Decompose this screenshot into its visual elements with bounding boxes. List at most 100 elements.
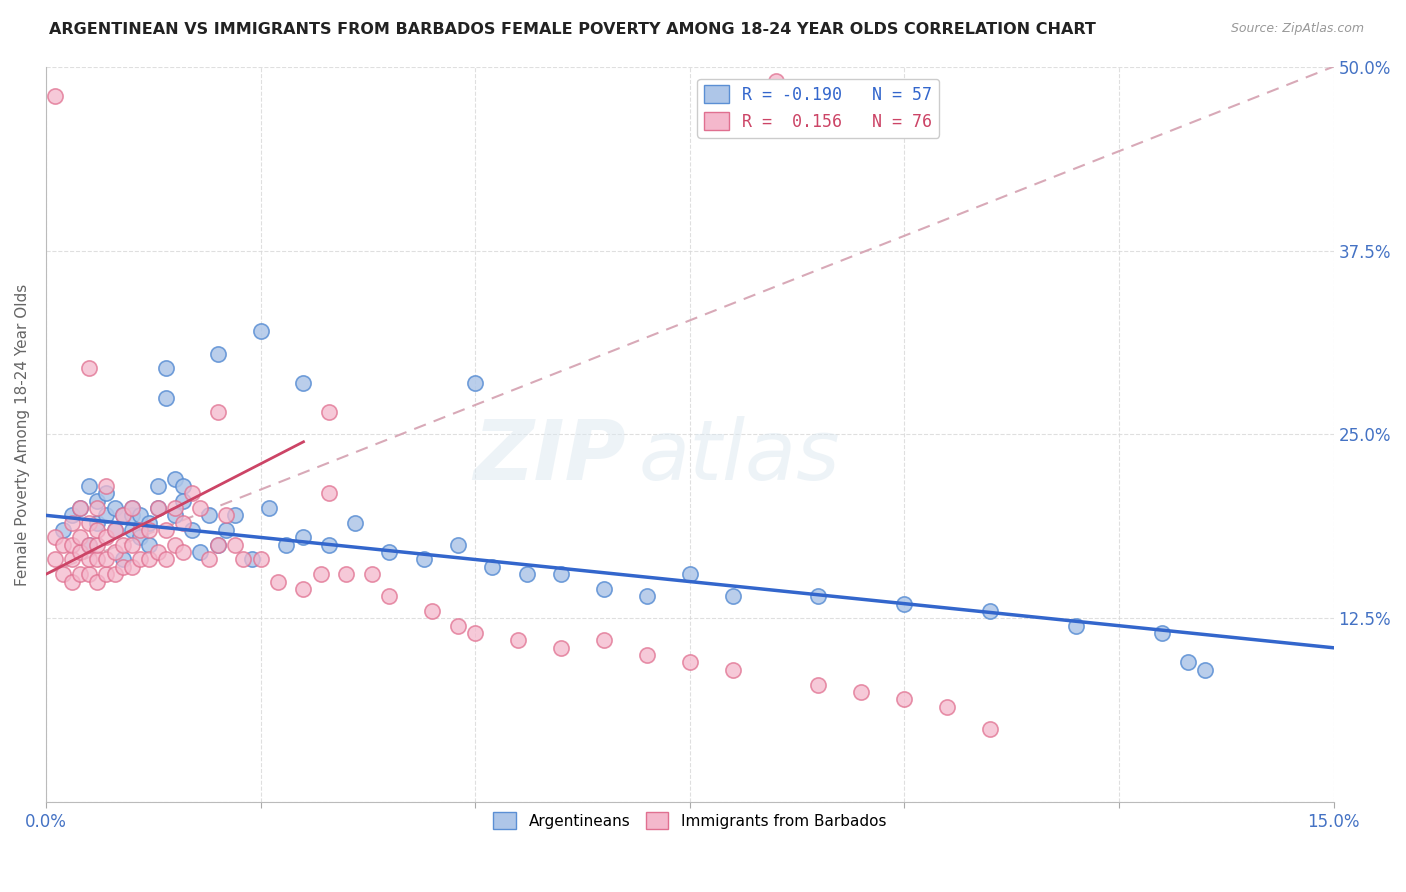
Point (807, 589, 830, 603)
Point (77, 361, 100, 376)
Point (94, 479, 117, 493)
Point (249, 325, 271, 339)
Point (163, 501, 186, 516)
Point (276, 538, 298, 552)
Point (86, 493, 108, 508)
Point (412, 552, 434, 566)
Point (155, 552, 177, 566)
Point (292, 530, 315, 544)
Point (1194, 663, 1216, 677)
Point (86, 523, 108, 537)
Point (893, 597, 915, 611)
Point (593, 633, 616, 648)
Point (207, 405, 229, 419)
Point (146, 479, 169, 493)
Point (112, 508, 135, 523)
Point (447, 538, 470, 552)
Text: ZIP: ZIP (472, 416, 626, 497)
Point (198, 552, 221, 566)
Point (60, 516, 83, 530)
Text: Source: ZipAtlas.com: Source: ZipAtlas.com (1230, 22, 1364, 36)
Point (77, 538, 100, 552)
Point (765, 74, 787, 88)
Point (60, 552, 83, 566)
Point (104, 501, 127, 516)
Point (77, 552, 100, 566)
Text: ARGENTINEAN VS IMMIGRANTS FROM BARBADOS FEMALE POVERTY AMONG 18-24 YEAR OLDS COR: ARGENTINEAN VS IMMIGRANTS FROM BARBADOS … (49, 22, 1097, 37)
Point (138, 538, 160, 552)
Point (60, 538, 83, 552)
Point (77, 479, 100, 493)
Legend: Argentineans, Immigrants from Barbados: Argentineans, Immigrants from Barbados (488, 806, 893, 835)
Point (318, 538, 340, 552)
Point (224, 538, 246, 552)
Point (146, 501, 169, 516)
Point (77, 516, 100, 530)
Point (121, 559, 143, 574)
Point (121, 538, 143, 552)
Point (215, 508, 238, 523)
Point (172, 516, 194, 530)
Point (112, 508, 135, 523)
Point (267, 574, 290, 589)
Point (129, 552, 152, 566)
Point (86, 501, 108, 516)
Point (155, 361, 177, 376)
Point (481, 559, 503, 574)
Point (121, 501, 143, 516)
Point (44, 89, 66, 103)
Point (1064, 618, 1087, 632)
Point (172, 479, 194, 493)
Point (138, 516, 160, 530)
Point (86, 574, 108, 589)
Point (807, 677, 830, 691)
Point (180, 486, 202, 500)
Point (69, 545, 91, 559)
Point (851, 685, 873, 699)
Point (69, 501, 91, 516)
Point (335, 567, 357, 582)
Point (721, 663, 744, 677)
Text: atlas: atlas (638, 416, 839, 497)
Point (550, 567, 572, 582)
Point (104, 523, 127, 537)
Point (44, 552, 66, 566)
Point (163, 472, 186, 486)
Point (69, 530, 91, 544)
Point (1150, 626, 1173, 640)
Point (112, 538, 135, 552)
Point (112, 552, 135, 566)
Point (420, 604, 443, 618)
Point (506, 633, 529, 648)
Point (146, 545, 169, 559)
Point (249, 552, 271, 566)
Point (979, 604, 1001, 618)
Point (121, 523, 143, 537)
Point (86, 516, 108, 530)
Point (207, 538, 229, 552)
Point (44, 530, 66, 544)
Point (94, 567, 117, 582)
Point (318, 486, 340, 500)
Point (129, 523, 152, 537)
Point (893, 692, 915, 706)
Point (52, 538, 75, 552)
Point (292, 376, 315, 390)
Point (180, 523, 202, 537)
Point (224, 508, 246, 523)
Point (292, 582, 315, 596)
Point (172, 493, 194, 508)
Point (240, 552, 263, 566)
Point (447, 618, 470, 632)
Point (361, 567, 384, 582)
Point (190, 501, 212, 516)
Point (155, 523, 177, 537)
Point (121, 508, 143, 523)
Point (69, 567, 91, 582)
Point (94, 508, 117, 523)
Point (86, 538, 108, 552)
Point (378, 545, 401, 559)
Point (593, 582, 616, 596)
Point (77, 567, 100, 582)
Point (636, 648, 658, 662)
